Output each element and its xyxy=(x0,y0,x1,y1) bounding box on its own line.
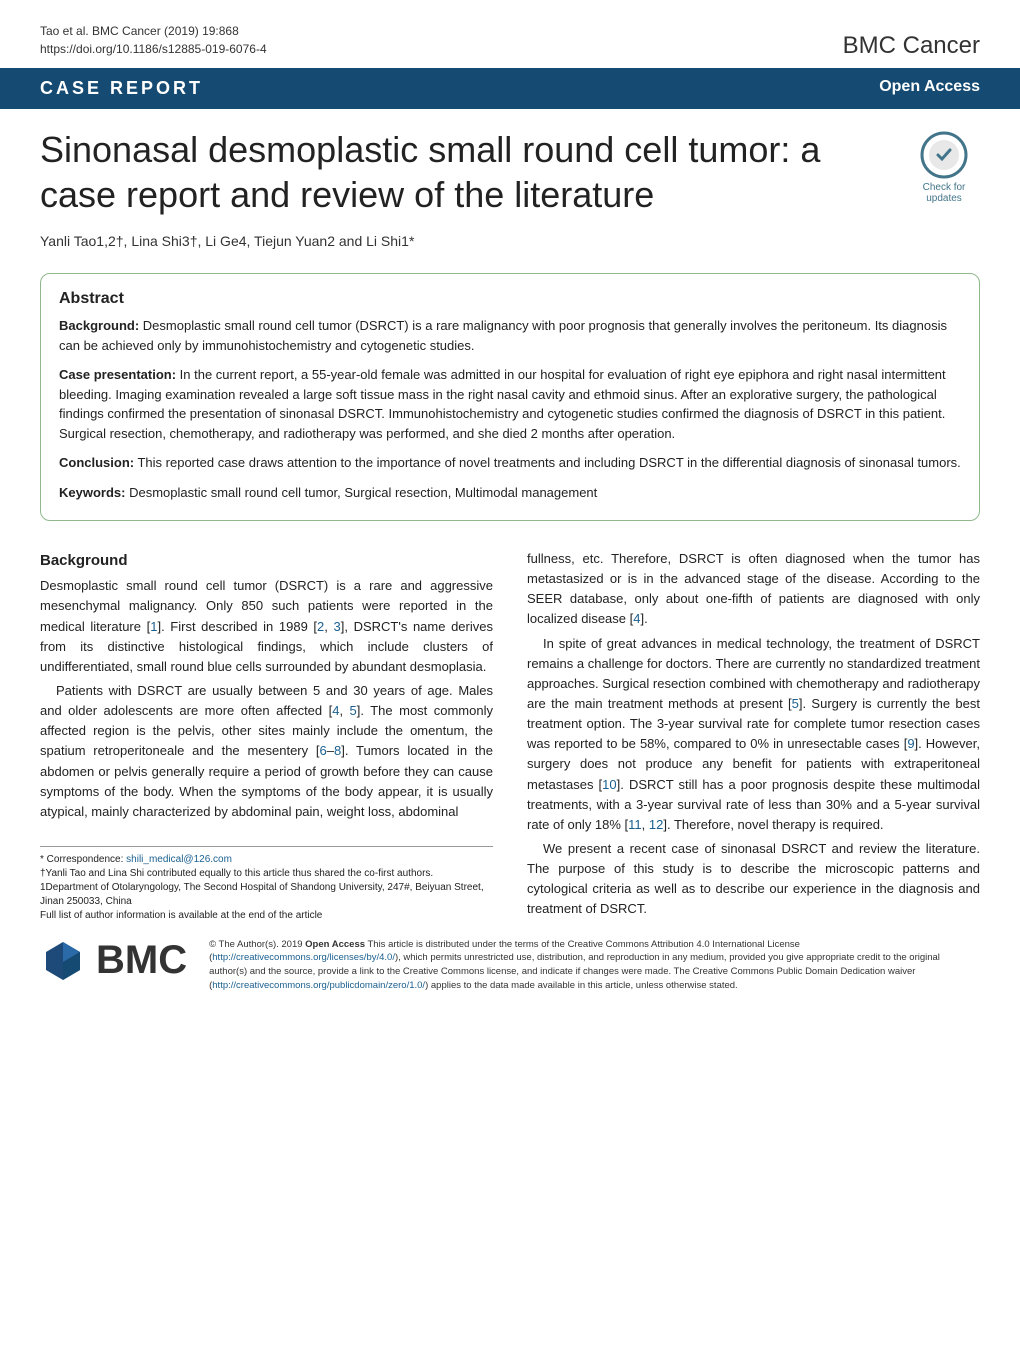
cc-license-link[interactable]: http://creativecommons.org/licenses/by/4… xyxy=(212,952,395,963)
page-header: Tao et al. BMC Cancer (2019) 19:868 http… xyxy=(0,0,1020,68)
body-paragraph: In spite of great advances in medical te… xyxy=(527,634,980,835)
case-text: In the current report, a 55-year-old fem… xyxy=(59,367,946,441)
section-banner: CASE REPORT Open Access xyxy=(0,68,1020,109)
check-updates-badge[interactable]: Check for updates xyxy=(908,127,980,204)
doi-text: https://doi.org/10.1186/s12885-019-6076-… xyxy=(40,40,267,58)
body-paragraph: Desmoplastic small round cell tumor (DSR… xyxy=(40,576,493,677)
background-label: Background: xyxy=(59,318,139,333)
case-label: Case presentation: xyxy=(59,367,176,382)
right-column: fullness, etc. Therefore, DSRCT is often… xyxy=(527,549,980,924)
abstract-conclusion: Conclusion: This reported case draws att… xyxy=(59,453,961,473)
body-paragraph: We present a recent case of sinonasal DS… xyxy=(527,839,980,920)
page-footer: BMC © The Author(s). 2019 Open Access Th… xyxy=(0,924,1020,1015)
keywords-label: Keywords: xyxy=(59,485,125,500)
bmc-logo: BMC xyxy=(40,938,187,984)
abstract-box: Abstract Background: Desmoplastic small … xyxy=(40,273,980,521)
abstract-background: Background: Desmoplastic small round cel… xyxy=(59,316,961,355)
background-heading: Background xyxy=(40,549,493,572)
background-text: Desmoplastic small round cell tumor (DSR… xyxy=(59,318,947,353)
left-column: Background Desmoplastic small round cell… xyxy=(40,549,493,924)
article-title: Sinonasal desmoplastic small round cell … xyxy=(40,127,888,217)
open-access-bold: Open Access xyxy=(305,939,365,950)
ref-link[interactable]: 9 xyxy=(907,736,914,751)
abstract-keywords: Keywords: Desmoplastic small round cell … xyxy=(59,483,961,503)
ref-link[interactable]: 6 xyxy=(320,743,327,758)
pd-waiver-link[interactable]: http://creativecommons.org/publicdomain/… xyxy=(212,980,425,991)
bmc-logo-text: BMC xyxy=(96,938,187,983)
footnotes: * Correspondence: shili_medical@126.com … xyxy=(40,846,493,923)
full-author-info: Full list of author information is avail… xyxy=(40,909,493,923)
ref-link[interactable]: 5 xyxy=(350,703,357,718)
citation-text: Tao et al. BMC Cancer (2019) 19:868 xyxy=(40,22,267,40)
conclusion-text: This reported case draws attention to th… xyxy=(134,455,961,470)
abstract-case: Case presentation: In the current report… xyxy=(59,365,961,443)
correspondence: * Correspondence: shili_medical@126.com xyxy=(40,853,493,867)
open-access-label: Open Access xyxy=(879,78,980,99)
keywords-text: Desmoplastic small round cell tumor, Sur… xyxy=(125,485,597,500)
crossmark-icon xyxy=(920,131,968,179)
check-updates-label: Check for updates xyxy=(908,182,980,204)
bmc-logo-icon xyxy=(40,938,86,984)
body-paragraph: Patients with DSRCT are usually between … xyxy=(40,681,493,822)
body-columns: Background Desmoplastic small round cell… xyxy=(0,549,1020,924)
ref-link[interactable]: 11 xyxy=(628,817,642,832)
citation-block: Tao et al. BMC Cancer (2019) 19:868 http… xyxy=(40,22,267,60)
ref-link[interactable]: 3 xyxy=(334,619,341,634)
equal-contribution: †Yanli Tao and Lina Shi contributed equa… xyxy=(40,867,493,881)
license-text: © The Author(s). 2019 Open Access This a… xyxy=(209,938,980,993)
correspondence-email[interactable]: shili_medical@126.com xyxy=(126,854,232,865)
title-block: Sinonasal desmoplastic small round cell … xyxy=(0,109,1020,227)
abstract-heading: Abstract xyxy=(59,290,961,308)
department: 1Department of Otolaryngology, The Secon… xyxy=(40,881,493,909)
author-list: Yanli Tao1,2†, Lina Shi3†, Li Ge4, Tieju… xyxy=(0,227,1020,273)
ref-link[interactable]: 12 xyxy=(649,817,663,832)
section-label: CASE REPORT xyxy=(40,78,203,99)
ref-link[interactable]: 5 xyxy=(792,696,799,711)
ref-link[interactable]: 10 xyxy=(602,777,616,792)
conclusion-label: Conclusion: xyxy=(59,455,134,470)
journal-name: BMC Cancer xyxy=(843,22,980,60)
body-paragraph: fullness, etc. Therefore, DSRCT is often… xyxy=(527,549,980,630)
